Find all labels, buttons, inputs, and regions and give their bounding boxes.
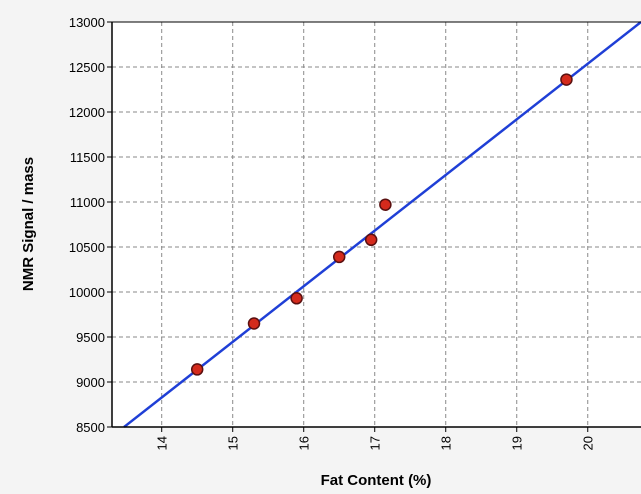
y-tick-label: 13000 (69, 15, 105, 30)
axes (111, 21, 641, 428)
data-point (560, 73, 573, 86)
points-group (190, 73, 573, 376)
y-axis-title: NMR Signal / mass (20, 157, 37, 291)
y-tick-label: 9000 (76, 375, 105, 390)
y-tick-label: 11000 (70, 195, 105, 210)
data-point (247, 317, 261, 330)
x-tick-label: 20 (581, 436, 596, 450)
y-tick-label: 12000 (69, 105, 105, 120)
grid (112, 22, 641, 427)
fit-line (123, 21, 641, 428)
x-tick-label: 19 (510, 436, 525, 450)
x-axis-title: Fat Content (%) (321, 472, 432, 489)
x-tick-label: 15 (226, 436, 241, 450)
x-tick-label: 16 (297, 436, 312, 450)
y-tick-label: 9500 (76, 330, 105, 345)
y-tick-label: 10500 (69, 240, 105, 255)
y-ticks: 8500 9000 9500 10000 10500 11000 11500 12000 125… (69, 15, 112, 435)
y-tick-label: 11500 (70, 150, 105, 165)
x-tick-label: 17 (368, 436, 383, 450)
y-tick-label: 12500 (69, 60, 105, 75)
y-tick-label: 8500 (76, 420, 105, 435)
data-point (290, 292, 303, 305)
fit-line-group (123, 21, 641, 428)
data-point (379, 198, 392, 211)
x-tick-label: 18 (439, 436, 454, 450)
data-point (364, 233, 378, 247)
y-tick-label: 10000 (69, 285, 105, 300)
data-point (190, 363, 204, 376)
x-ticks: 14 15 16 17 18 19 20 (155, 427, 596, 450)
data-point (332, 250, 346, 264)
x-tick-label: 14 (155, 436, 170, 450)
